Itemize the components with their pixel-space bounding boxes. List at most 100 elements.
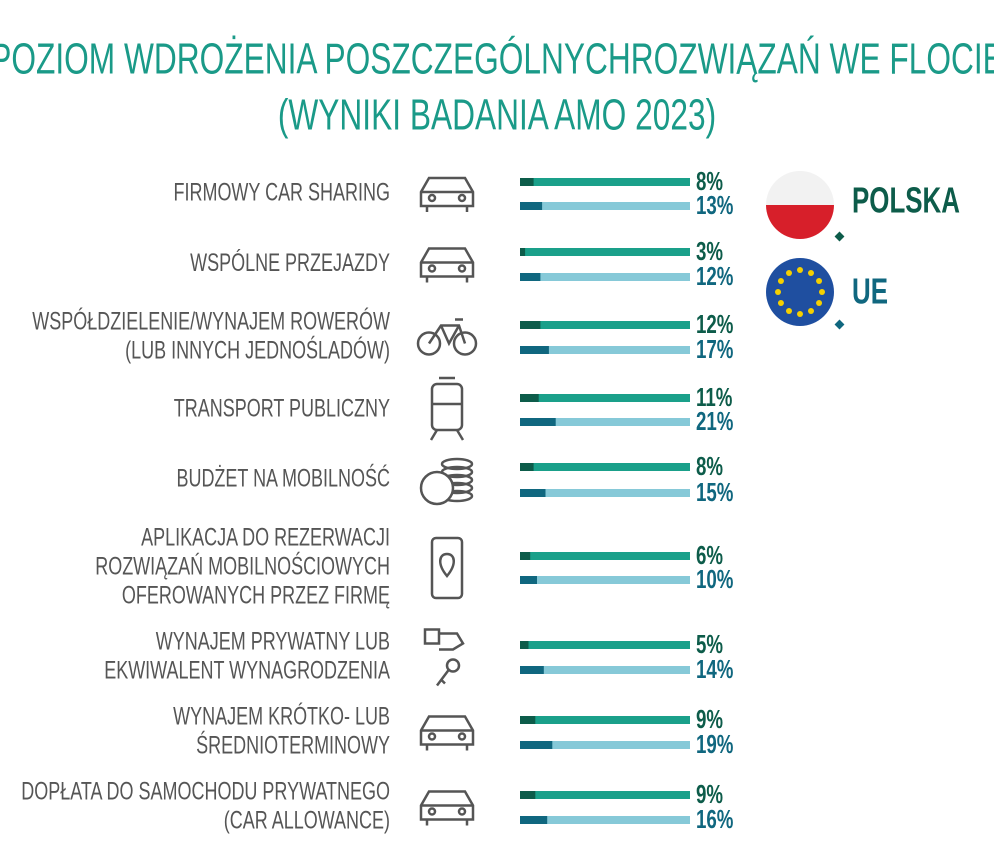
value-label: 9%: [696, 779, 723, 809]
value-label: 11%: [696, 382, 732, 412]
icon-part: [419, 176, 475, 212]
icon-part: [452, 331, 478, 356]
category-label: (LUB INNYCH JEDNOŚLADÓW): [125, 336, 390, 365]
value-label: 12%: [696, 309, 733, 339]
category-label: WYNAJEM PRYWATNY LUB: [156, 627, 390, 656]
icon: [430, 536, 464, 600]
icon-part: [419, 715, 475, 751]
bar-track: [520, 816, 690, 824]
value-label: 16%: [696, 804, 733, 834]
value-label: 8%: [696, 166, 723, 196]
icon-part: [419, 470, 455, 506]
icon-part: [440, 457, 474, 471]
category-label: TRANSPORT PUBLICZNY: [174, 394, 391, 423]
bar: [520, 716, 536, 724]
bar-track: [520, 346, 690, 354]
bar-track: [520, 741, 690, 749]
star: [777, 278, 784, 284]
icon-part: [427, 264, 437, 273]
icon-part: [427, 318, 467, 347]
bar: [520, 394, 539, 402]
icon-part: [427, 193, 437, 203]
icon: [416, 318, 478, 356]
bar: [520, 816, 548, 824]
category-label: WSPÓLNE PRZEJAZDY: [190, 248, 390, 277]
star: [786, 308, 792, 315]
category-label: WYNAJEM KRÓTKO- LUB: [173, 702, 390, 731]
legend: [766, 171, 845, 330]
icon: [419, 457, 474, 506]
bar: [520, 576, 537, 584]
bar: [520, 248, 526, 256]
bar-track: [520, 248, 690, 256]
category-label: APLIKACJA DO REZERWACJI: [141, 523, 390, 552]
star: [797, 311, 803, 317]
bar-track: [520, 489, 690, 497]
bar-track: [520, 791, 690, 799]
value-label: 19%: [696, 729, 733, 759]
category-label: OFEROWANYCH PRZEZ FIRMĘ: [122, 581, 390, 610]
star: [797, 267, 803, 273]
bar-track: [520, 178, 690, 186]
star: [777, 300, 784, 306]
value-label: 10%: [696, 564, 733, 594]
value-label: 9%: [696, 704, 723, 734]
flag-eu: [766, 258, 834, 326]
icon: [423, 628, 465, 687]
star: [775, 289, 781, 295]
bar: [520, 641, 529, 649]
icon-part: [423, 628, 465, 651]
star: [808, 269, 814, 276]
icon-part: [457, 264, 467, 273]
bar: [520, 202, 543, 210]
star: [808, 308, 814, 315]
value-label: 12%: [696, 261, 733, 291]
bar: [520, 741, 553, 749]
icon-part: [445, 658, 461, 673]
value-label: 14%: [696, 654, 733, 684]
icon-part: [419, 790, 475, 826]
bar: [520, 273, 541, 281]
icon-part: [457, 732, 467, 741]
bar-track: [520, 666, 690, 674]
icon: [419, 247, 475, 283]
category-label: ŚREDNIOTERMINOWY: [196, 731, 390, 760]
bar: [520, 178, 534, 186]
bar: [520, 346, 549, 354]
bar: [520, 552, 531, 560]
star: [816, 300, 823, 306]
icon: [419, 176, 475, 212]
icon: [419, 715, 475, 751]
icon: [419, 790, 475, 826]
icon-part: [429, 376, 465, 441]
category-label: EKWIWALENT WYNAGRODZENIA: [104, 656, 390, 685]
value-label: 8%: [696, 451, 723, 481]
bar-track: [520, 576, 690, 584]
bar-track: [520, 463, 690, 471]
value-label: 15%: [696, 477, 733, 507]
category-label: (CAR ALLOWANCE): [224, 806, 390, 835]
legend-label: UE: [852, 271, 888, 311]
category-label: WSPÓŁDZIELENIE/WYNAJEM ROWERÓW: [32, 307, 390, 336]
bar-track: [520, 321, 690, 329]
icon-part: [436, 668, 450, 687]
icon-part: [457, 193, 467, 203]
icon-part: [416, 331, 442, 356]
category-label: BUDŻET NA MOBILNOŚĆ: [176, 464, 390, 493]
star: [816, 278, 823, 284]
bar: [520, 321, 541, 329]
value-label: 21%: [696, 406, 733, 436]
icon-part: [419, 247, 475, 283]
value-label: 6%: [696, 540, 723, 570]
value-label: 3%: [696, 236, 723, 266]
bar: [520, 463, 534, 471]
value-label: 13%: [696, 190, 733, 220]
bar-track: [520, 552, 690, 560]
value-label: 17%: [696, 334, 733, 364]
bar-track: [520, 202, 690, 210]
category-label: ROZWIĄZAŃ MOBILNOŚCIOWYCH: [95, 552, 390, 581]
icon-part: [430, 382, 464, 432]
chart-title: POZIOM WDROŻENIA POSZCZEGÓLNYCHROZWIĄZAŃ…: [0, 35, 994, 84]
bar: [520, 791, 536, 799]
